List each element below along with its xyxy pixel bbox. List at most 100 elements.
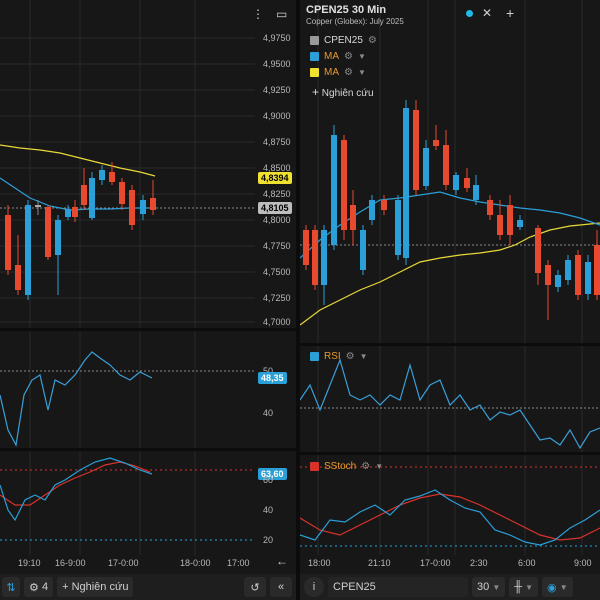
plus-icon[interactable]: + (506, 5, 515, 21)
gear-icon[interactable]: ⚙ (344, 66, 353, 78)
legend-item-cpen25[interactable]: CPEN25 ⚙ (310, 33, 377, 47)
time-tick: 9:00 (574, 558, 592, 568)
legend-swatch (310, 461, 319, 471)
interval-select[interactable]: 30 ▼ (472, 577, 506, 597)
chevron-down-icon: ▼ (559, 582, 568, 592)
legend-item-ma-2[interactable]: MA ⚙ ▼ (310, 65, 366, 79)
price-tick: 4,9750 (263, 33, 291, 43)
price-tick: 4,9250 (263, 85, 291, 95)
price-tick: 4,7000 (263, 317, 291, 327)
left-pane-separator-1[interactable] (0, 328, 296, 331)
plus-icon: + (62, 581, 69, 593)
legend-item-ma-1[interactable]: MA ⚙ ▼ (310, 49, 366, 63)
live-status-dot (466, 10, 473, 17)
price-tick: 4,7750 (263, 241, 291, 251)
right-bottom-toolbar: i CPEN25 30 ▼ ╫ ▼ ◉ ▼ (300, 574, 600, 600)
right-chart-canvas (300, 0, 600, 555)
right-candles (303, 100, 600, 320)
symbol-input[interactable]: CPEN25 (328, 577, 468, 597)
close-icon[interactable]: ✕ (482, 6, 493, 20)
stoch-value-tag: 63,60 (258, 468, 287, 480)
gear-icon[interactable]: ⚙ (345, 350, 355, 362)
time-tick: 18:00 (308, 558, 331, 568)
time-tick: 18-0:00 (180, 558, 211, 568)
info-icon[interactable]: i (304, 577, 324, 597)
price-tick: 4,9000 (263, 111, 291, 121)
gear-icon[interactable]: ⚙ (367, 34, 377, 46)
chevron-down-icon[interactable]: ▼ (357, 67, 366, 77)
add-study-label: Nghiên cứu (71, 581, 129, 593)
undo-icon[interactable]: ↺ (244, 577, 266, 597)
price-tick: 4,8500 (263, 163, 291, 173)
gear-icon[interactable]: ⚙ (344, 50, 353, 62)
rsi-value-tag: 48,35 (258, 372, 287, 384)
stoch-tick: 60 (263, 475, 274, 485)
legend-swatch (310, 67, 319, 77)
chart-title: CPEN25 30 Min (306, 4, 387, 16)
time-tick: 17-0:00 (420, 558, 451, 568)
left-candles (5, 162, 156, 300)
chevron-down-icon: ▼ (525, 582, 534, 592)
studies-count: 4 (41, 581, 49, 593)
right-chart-pane[interactable]: CPEN25 30 Min Copper (Globex): July 2025… (300, 0, 600, 574)
left-bottom-toolbar: ⇅ ⚙ 4 + Nghiên cứu ↺ « (0, 574, 296, 600)
legend-label: MA (324, 50, 339, 62)
price-tick: 4,8000 (263, 215, 291, 225)
stoch-tick: 40 (263, 505, 274, 515)
rsi-tick: 50 (263, 366, 274, 376)
chart-subtitle: Copper (Globex): July 2025 (306, 17, 404, 26)
price-tick: 4,8750 (263, 137, 291, 147)
plus-icon: + (312, 85, 320, 99)
time-tick: 17:00 (227, 558, 250, 568)
rsi-tick: 40 (263, 408, 274, 418)
chevron-down-icon[interactable]: ▼ (359, 351, 368, 361)
eye-off-icon: ◉ (547, 581, 557, 594)
legend-label: CPEN25 (324, 34, 363, 46)
left-chart-pane[interactable]: ⋮ ▭ 4,9750 4,9500 4,9250 4,9000 4,8750 4… (0, 0, 296, 574)
chevron-down-icon: ▼ (492, 582, 501, 592)
ma-value-tag: 4,8394 (258, 172, 292, 184)
double-chevron-left-icon[interactable]: « (270, 577, 292, 597)
legend-swatch (310, 35, 319, 45)
time-tick: 6:00 (518, 558, 536, 568)
time-tick: 17-0:00 (108, 558, 139, 568)
left-pane-separator-2[interactable] (0, 448, 296, 451)
chart-type-button[interactable]: ⇅ (2, 577, 20, 597)
legend-swatch (310, 51, 319, 61)
stoch-tick: 20 (263, 535, 274, 545)
time-tick: 21:10 (368, 558, 391, 568)
legend-swatch (310, 351, 319, 361)
chevron-down-icon[interactable]: ▼ (375, 461, 384, 471)
legend-label: MA (324, 66, 339, 78)
maximize-icon[interactable]: ▭ (276, 7, 288, 21)
pane-divider[interactable] (296, 0, 300, 600)
interval-value: 30 (477, 581, 490, 593)
legend-item-sstoch[interactable]: SStoch ⚙ ▼ (310, 459, 383, 473)
price-tick: 4,7250 (263, 293, 291, 303)
last-price-tag: 4,8105 (258, 202, 292, 214)
legend-label: SStoch (324, 460, 357, 472)
chevron-down-icon[interactable]: ▼ (357, 51, 366, 61)
candle-style-button[interactable]: ╫ ▼ (509, 577, 539, 597)
add-study-button[interactable]: + Nghiên cứu (312, 85, 374, 99)
legend-item-rsi[interactable]: RSI ⚙ ▼ (310, 349, 368, 363)
time-tick: 19:10 (18, 558, 41, 568)
kebab-menu-icon[interactable]: ⋮ (252, 7, 264, 21)
price-tick: 4,9500 (263, 59, 291, 69)
add-study-label: Nghiên cứu (321, 88, 374, 99)
right-pane-separator-1[interactable] (300, 343, 600, 346)
add-study-button[interactable]: + Nghiên cứu (57, 577, 134, 597)
gear-icon[interactable]: ⚙ (361, 460, 371, 472)
time-tick: 16-9:00 (55, 558, 86, 568)
time-tick: 2:30 (470, 558, 488, 568)
gear-icon: ⚙ (29, 581, 39, 594)
arrow-left-icon[interactable]: ← (276, 554, 288, 568)
candle-icon: ╫ (514, 581, 523, 593)
price-tick: 4,8250 (263, 189, 291, 199)
studies-count-button[interactable]: ⚙ 4 (24, 577, 54, 597)
left-chart-canvas (0, 0, 255, 555)
visibility-button[interactable]: ◉ ▼ (542, 577, 573, 597)
right-pane-separator-2[interactable] (300, 452, 600, 455)
legend-label: RSI (324, 350, 341, 362)
